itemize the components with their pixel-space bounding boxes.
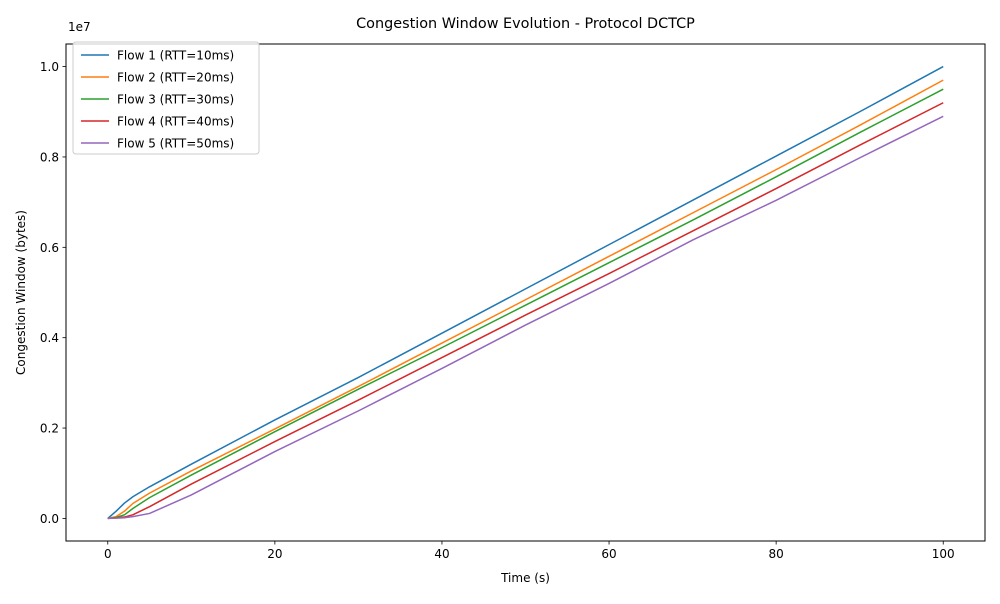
- series-line-flow-1: [107, 65, 944, 519]
- series-line-flow-3: [107, 88, 944, 520]
- series-line-flow-4: [107, 102, 944, 520]
- chart-title: Congestion Window Evolution - Protocol D…: [356, 16, 695, 32]
- x-tick-label: 100: [932, 547, 955, 561]
- x-tick-label: 80: [768, 547, 783, 561]
- y-tick-label: 0.0: [40, 512, 59, 526]
- y-tick-label: 0.4: [40, 331, 59, 345]
- y-tick-label: 0.8: [40, 150, 59, 164]
- legend-label-flow-3: Flow 3 (RTT=30ms): [117, 93, 234, 107]
- x-tick-label: 60: [601, 547, 616, 561]
- x-tick-label: 40: [434, 547, 449, 561]
- legend-box: [72, 41, 260, 155]
- legend: Flow 1 (RTT=10ms) Flow 2 (RTT=20ms) Flow 3…: [72, 41, 260, 155]
- series-line-flow-5: [107, 115, 944, 520]
- y-axis-ticks: 0.0 0.2 0.4 0.6 0.8 1.0: [40, 60, 66, 526]
- y-tick-label: 0.6: [40, 241, 59, 255]
- x-tick-label: 0: [104, 547, 112, 561]
- legend-label-flow-1: Flow 1 (RTT=10ms): [117, 49, 234, 63]
- x-axis-ticks: 0 20 40 60 80 100: [104, 541, 955, 561]
- series-line-flow-2: [107, 79, 944, 520]
- series-lines: [107, 65, 944, 520]
- y-tick-label: 0.2: [40, 422, 59, 436]
- x-axis-label: Time (s): [500, 571, 550, 585]
- legend-label-flow-4: Flow 4 (RTT=40ms): [117, 115, 234, 129]
- y-offset-label: 1e7: [68, 20, 91, 34]
- plot-frame: [65, 43, 986, 542]
- legend-label-flow-5: Flow 5 (RTT=50ms): [117, 137, 234, 151]
- legend-label-flow-2: Flow 2 (RTT=20ms): [117, 71, 234, 85]
- y-axis-label: Congestion Window (bytes): [14, 210, 28, 375]
- x-tick-label: 20: [267, 547, 282, 561]
- y-tick-label: 1.0: [40, 60, 59, 74]
